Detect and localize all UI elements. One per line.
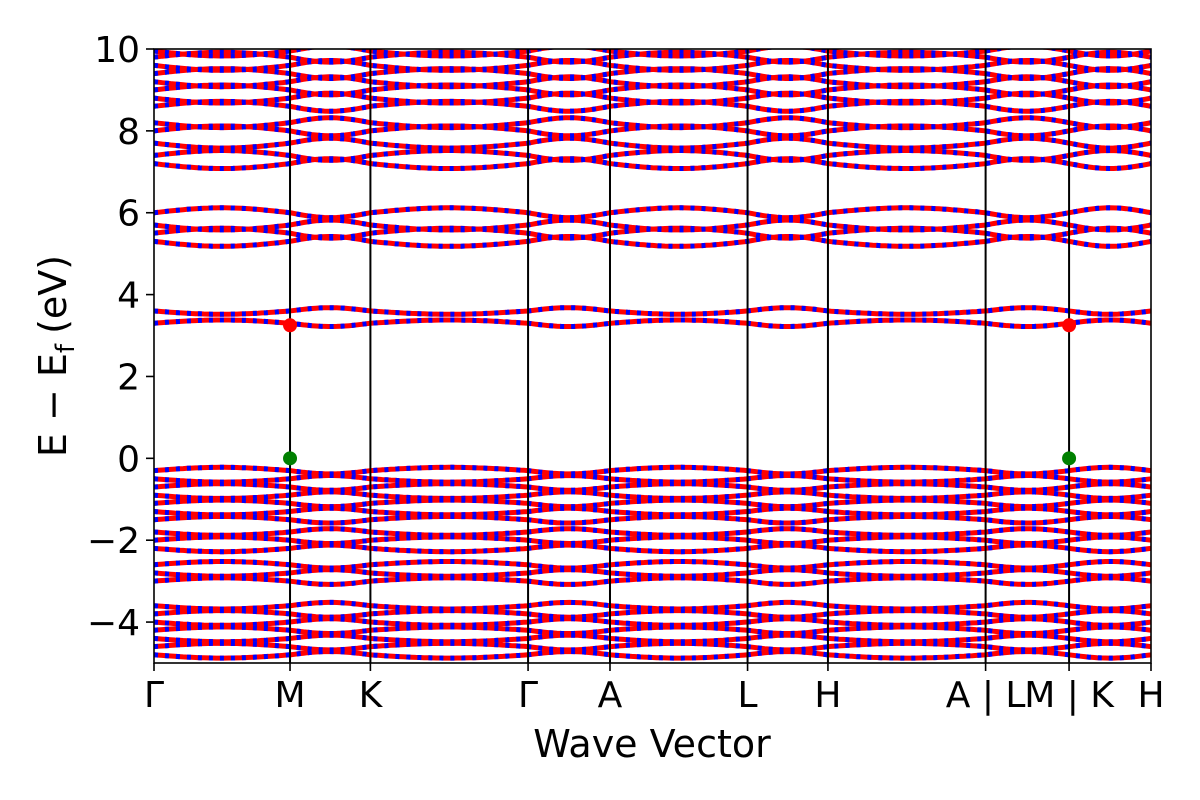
- y-axis-title-subscript: f: [51, 343, 81, 353]
- x-tick-label: A: [598, 675, 623, 716]
- y-axis-ticks: −4 −2 0 2 4 6 8 10: [87, 30, 154, 644]
- band-line-spin-down: [154, 205, 1151, 221]
- band-line-spin-down: [154, 317, 1151, 329]
- band-line-spin-down: [154, 135, 1151, 151]
- y-tick-label: 6: [117, 194, 140, 235]
- vbm-marker: [1062, 451, 1077, 466]
- cbm-marker: [283, 318, 298, 333]
- x-axis-title: Wave Vector: [533, 722, 771, 766]
- x-tick-label: M | K: [1024, 675, 1115, 716]
- y-axis-title-main: E − E: [31, 353, 75, 457]
- y-tick-label: 10: [94, 30, 140, 71]
- cbm-marker: [1062, 318, 1077, 333]
- band-edge-markers: [283, 318, 1077, 466]
- band-line-spin-down: [154, 616, 1151, 628]
- k-point-vertical-lines: [289, 49, 1071, 663]
- x-tick-label: M: [274, 675, 305, 716]
- y-tick-label: 0: [117, 439, 140, 480]
- band-line-spin-down: [154, 115, 1151, 131]
- band-line-spin-down: [154, 489, 1151, 501]
- y-tick-label: 4: [117, 276, 140, 317]
- band-line-spin-down: [154, 567, 1151, 579]
- band-line-spin-down: [154, 632, 1151, 645]
- x-tick-label: Γ: [518, 675, 538, 716]
- band-line-spin-down: [154, 66, 1151, 82]
- y-axis-title: E − Ef (eV): [31, 255, 81, 457]
- band-line-spin-down: [154, 526, 1151, 538]
- y-tick-label: −4: [87, 603, 140, 644]
- x-tick-label: K: [359, 675, 384, 716]
- x-tick-label: L: [738, 675, 758, 716]
- band-line-spin-down: [154, 217, 1151, 233]
- band-line-spin-down: [154, 305, 1151, 317]
- x-tick-label: A | L: [946, 675, 1026, 716]
- band-line-spin-down: [154, 225, 1151, 241]
- band-line-spin-down: [154, 82, 1151, 98]
- x-tick-label: Γ: [144, 675, 164, 716]
- x-axis-ticks: Γ M K Γ A L H A | LM | K H: [144, 663, 1165, 716]
- y-tick-label: 2: [117, 357, 140, 398]
- band-line-spin-down: [154, 49, 1151, 65]
- band-line-spin-down: [154, 575, 1151, 587]
- plot-frame: [153, 48, 1152, 664]
- band-line-spin-down: [154, 147, 1151, 163]
- band-line-spin-down: [154, 123, 1151, 139]
- y-tick-label: 8: [117, 112, 140, 153]
- y-tick-label: −2: [87, 521, 140, 562]
- band-line-spin-down: [154, 98, 1151, 114]
- band-line-spin-down: [154, 542, 1151, 555]
- x-tick-label: H: [1137, 675, 1164, 716]
- y-axis-title-unit: (eV): [31, 255, 75, 334]
- band-line-spin-down: [154, 514, 1151, 526]
- band-line-spin-down: [154, 599, 1151, 612]
- band-line-spin-down: [154, 648, 1151, 661]
- vbm-marker: [283, 451, 298, 466]
- band-line-spin-down: [154, 472, 1151, 485]
- x-tick-label: H: [814, 675, 841, 716]
- band-line-spin-down: [154, 505, 1151, 518]
